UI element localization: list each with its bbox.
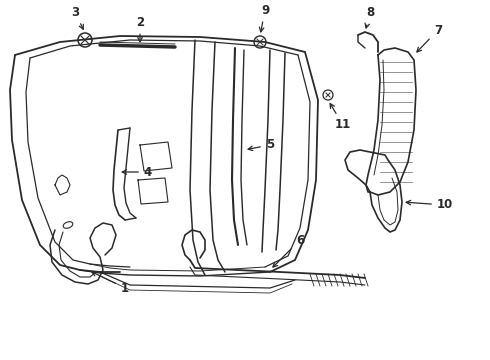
Text: 7: 7 (417, 23, 442, 52)
Text: 11: 11 (330, 104, 351, 131)
Text: 4: 4 (122, 166, 152, 179)
Text: 1: 1 (92, 272, 129, 294)
Text: 9: 9 (259, 4, 269, 32)
Text: 10: 10 (406, 198, 453, 211)
Text: 8: 8 (365, 6, 374, 28)
Text: 2: 2 (136, 15, 144, 42)
Text: 3: 3 (71, 5, 83, 29)
Text: 5: 5 (248, 139, 274, 152)
Text: 6: 6 (273, 234, 304, 267)
